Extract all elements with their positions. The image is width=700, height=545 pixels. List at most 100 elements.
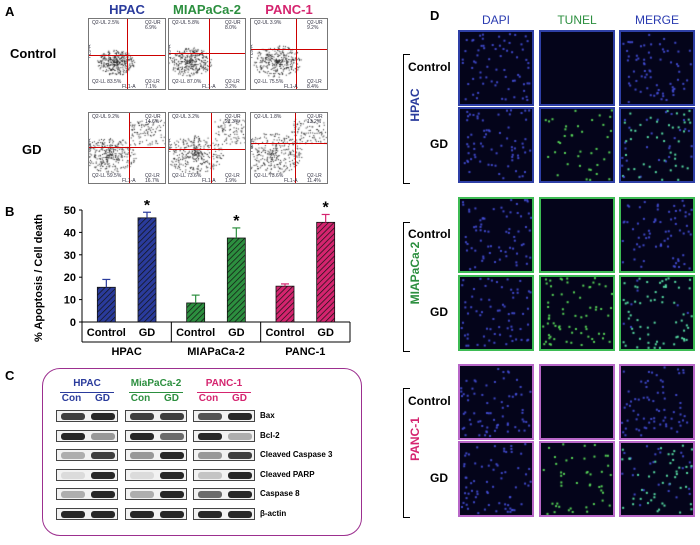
micrograph-cells [621, 199, 693, 271]
micrograph-cells [621, 32, 693, 104]
quadrant-value-ur: Q2-UR 8.0% [225, 21, 245, 31]
protein-label: β-actin [260, 509, 286, 518]
quadrant-value-lr: Q2-LR 1.9% [225, 174, 245, 184]
blot-group-header: PANC-1 [193, 378, 255, 389]
micrograph-cells [541, 366, 613, 438]
micrograph-cells [541, 109, 613, 181]
quadrant-value-ul: Q2-UL 2.5% [92, 21, 119, 26]
flow-x-axis-label: FL1-A [122, 179, 136, 184]
cell-line-label: MIAPaCa-2 [408, 238, 422, 308]
condition-label: Control [408, 394, 451, 408]
quadrant-divider [251, 143, 327, 144]
flow-header-panc-1: PANC-1 [250, 2, 328, 17]
flow-plot: Q2-UL 1.8% Q2-UR 13.2% Q2-LL 73.6% Q2-LR 11… [250, 112, 328, 184]
flow-plot: Q2-UL 2.5% Q2-UR 6.9% Q2-LL 83.5% Q2-LR 7.1… [88, 18, 166, 90]
quadrant-divider [129, 113, 130, 183]
blot-strip [193, 430, 255, 442]
bar [276, 286, 294, 322]
micrograph-cells [541, 277, 613, 349]
bar [227, 238, 245, 322]
flow-x-axis-label: FL1-A [284, 85, 298, 90]
blot-lane-label: GD [224, 393, 255, 404]
quadrant-value-ur: Q2-UR 14.6% [145, 115, 165, 125]
blot-band [160, 511, 184, 518]
condition-label: Control [408, 227, 451, 241]
blot-strip [193, 449, 255, 461]
category-label: Control [87, 327, 126, 339]
micrograph [458, 364, 534, 440]
blot-band [61, 491, 85, 498]
flow-x-axis-label: FL1-A [202, 85, 216, 90]
blot-strip [125, 469, 187, 481]
micrograph [539, 107, 615, 183]
quadrant-value-lr: Q2-LR 8.4% [307, 80, 327, 90]
blot-band [91, 452, 115, 459]
row-label-control-a: Control [10, 46, 56, 61]
flow-y-axis-label: FL3-A [250, 139, 254, 153]
flow-x-axis-label: FL1-A [284, 179, 298, 184]
quadrant-divider [89, 55, 165, 56]
condition-label: GD [430, 137, 448, 151]
blot-band [91, 433, 115, 440]
panel-letter-a: A [5, 4, 14, 19]
micrograph [539, 364, 615, 440]
quadrant-value-ul: Q2-UL 9.2% [92, 115, 119, 120]
blot-strip [56, 488, 118, 500]
quadrant-value-lr: Q2-LR 11.4% [307, 174, 327, 184]
blot-band [130, 413, 154, 420]
blot-strip [193, 469, 255, 481]
blot-band [228, 452, 252, 459]
micrograph [619, 275, 695, 351]
blot-band [198, 511, 222, 518]
blot-band [228, 491, 252, 498]
micrograph [539, 441, 615, 517]
micrograph [458, 441, 534, 517]
micrograph [458, 197, 534, 273]
blot-strip [193, 410, 255, 422]
quadrant-value-ul: Q2-UL 3.2% [172, 115, 199, 120]
quadrant-value-ul: Q2-UL 5.8% [172, 21, 199, 26]
blot-band [160, 452, 184, 459]
blot-band [198, 452, 222, 459]
quadrant-value-lr: Q2-LR 16.7% [145, 174, 165, 184]
blot-lane-label: Con [125, 393, 156, 404]
quadrant-value-ll: Q2-LL 83.5% [92, 80, 121, 85]
blot-lane-label: GD [87, 393, 118, 404]
panel-letter-b: B [5, 204, 14, 219]
blot-band [130, 491, 154, 498]
blot-strip [125, 410, 187, 422]
protein-label: Bcl-2 [260, 431, 280, 440]
quadrant-divider [169, 53, 245, 54]
quadrant-value-ul: Q2-UL 3.9% [254, 21, 281, 26]
category-label: Control [176, 327, 215, 339]
micrograph-cells [621, 277, 693, 349]
bar [97, 287, 115, 322]
micrograph-cells [621, 109, 693, 181]
protein-label: Cleaved Caspase 3 [260, 450, 333, 459]
quadrant-divider [251, 49, 327, 50]
y-axis-label: % Apoptosis / Cell death [33, 214, 45, 342]
blot-strip [56, 508, 118, 520]
bar [187, 303, 205, 322]
micrograph [619, 197, 695, 273]
quadrant-value-ur: Q2-UR 13.2% [307, 115, 327, 125]
group-label: MIAPaCa-2 [187, 346, 244, 355]
blot-band [198, 413, 222, 420]
micrograph-cells [621, 443, 693, 515]
quadrant-value-ur: Q2-UR 6.9% [145, 21, 165, 31]
blot-band [61, 433, 85, 440]
micrograph-cells [541, 443, 613, 515]
significance-marker: * [323, 200, 330, 216]
blot-band [198, 491, 222, 498]
row-bracket [403, 222, 410, 352]
quadrant-value-lr: Q2-LR 7.1% [145, 80, 165, 90]
y-tick-label: 30 [64, 250, 76, 262]
blot-lane-label: Con [56, 393, 87, 404]
category-label: Control [265, 327, 304, 339]
blot-band [61, 511, 85, 518]
quadrant-value-ll: Q2-LL 75.5% [254, 80, 283, 85]
blot-band [160, 491, 184, 498]
bar [138, 218, 156, 322]
blot-band [198, 472, 222, 479]
flow-header-miapaca-2: MIAPaCa-2 [168, 2, 246, 17]
